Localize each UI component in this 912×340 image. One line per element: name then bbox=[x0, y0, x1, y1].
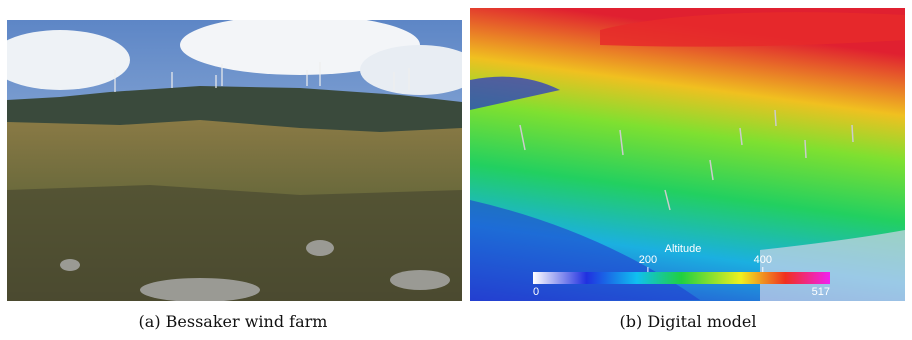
model-panel: Altitude 0 517 200 400 bbox=[470, 8, 905, 301]
colorbar-tick-label: 400 bbox=[754, 254, 772, 266]
figure: Altitude 0 517 200 400 (a) Bessaker wind fa… bbox=[0, 0, 912, 340]
colorbar-tick-label: 200 bbox=[639, 254, 657, 266]
photo-panel bbox=[0, 15, 480, 302]
page: {"figure": { "panels": [ {"caption": "(a… bbox=[0, 0, 912, 340]
caption: (a) Bessaker wind farm bbox=[139, 312, 328, 331]
colorbar bbox=[533, 272, 830, 284]
colorbar-min-label: 0 bbox=[533, 286, 539, 298]
caption: (b) Digital model bbox=[620, 312, 757, 331]
colorbar-max-label: 517 bbox=[812, 286, 830, 298]
colorbar-title: Altitude bbox=[665, 243, 702, 255]
